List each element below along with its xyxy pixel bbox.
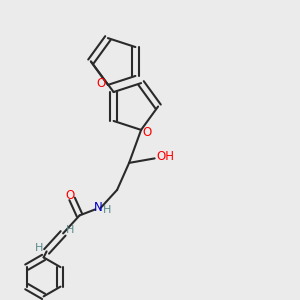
Text: OH: OH (156, 150, 174, 164)
Text: N: N (94, 201, 103, 214)
Text: O: O (142, 126, 151, 140)
Text: H: H (35, 243, 43, 254)
Text: H: H (103, 205, 111, 215)
Text: H: H (65, 225, 74, 235)
Text: O: O (65, 189, 74, 202)
Text: O: O (97, 77, 106, 90)
